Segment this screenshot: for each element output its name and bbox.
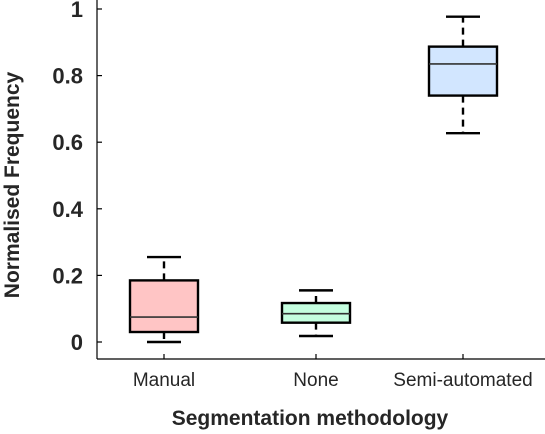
x-tick-label: None [293,370,338,391]
box-group [128,255,200,344]
box-group [280,289,352,338]
y-tick-label: 0.2 [52,263,83,288]
x-ticks: Manual None Semi-automated [133,354,533,391]
axes [96,0,545,360]
y-tick-label: 0.4 [52,197,83,222]
x-tick-label: Semi-automated [393,370,532,391]
box-series [128,15,499,344]
iqr-box [128,279,200,334]
y-ticks: 0 0.2 0.4 0.6 0.8 1 [52,0,102,355]
y-axis-title: Normalised Frequency [1,71,24,298]
y-tick-label: 0.6 [52,130,83,155]
iqr-box [427,45,499,97]
iqr-box [280,301,352,324]
box-group [427,15,499,135]
x-tick-label: Manual [133,370,195,391]
x-axis-title: Segmentation methodology [172,407,449,430]
y-tick-label: 0.8 [52,64,83,89]
y-tick-label: 0 [71,330,83,355]
y-tick-label: 1 [71,0,83,22]
